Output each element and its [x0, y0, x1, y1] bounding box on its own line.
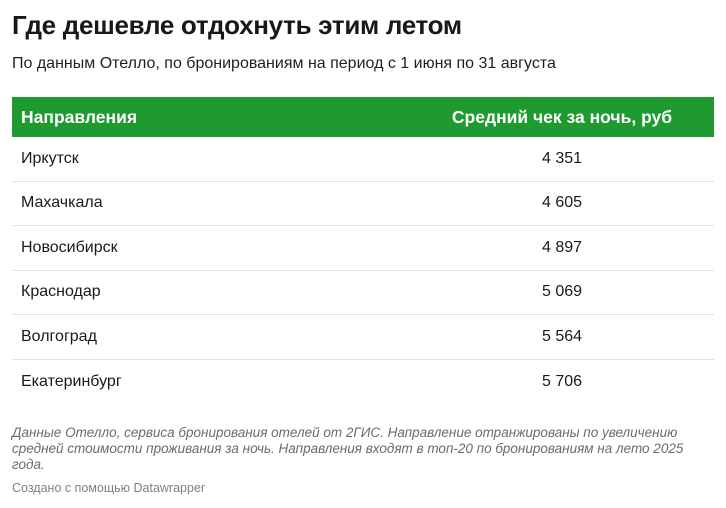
table-body: Иркутск 4 351 Махачкала 4 605 Новосибирс… [12, 137, 714, 404]
destination-name: Волгоград [21, 327, 97, 345]
destination-name: Махачкала [21, 194, 103, 212]
source-notes: Данные Отелло, сервиса бронирования отел… [12, 425, 684, 472]
chart-subtitle: По данным Отелло, по бронированиям на пе… [12, 55, 556, 72]
average-check-value: 4 605 [541, 194, 583, 212]
average-check-value: 4 897 [541, 238, 583, 256]
table-header: Направления Средний чек за ночь, руб [12, 97, 714, 137]
destination-name: Иркутск [21, 149, 79, 167]
table-row: Иркутск 4 351 [12, 137, 714, 182]
table-row: Краснодар 5 069 [12, 271, 714, 315]
destination-name: Новосибирск [21, 238, 118, 256]
table-row: Махачкала 4 605 [12, 182, 714, 226]
average-check-value: 4 351 [541, 149, 583, 167]
destination-name: Екатеринбург [21, 372, 122, 390]
destination-name: Краснодар [21, 283, 101, 301]
average-check-value: 5 564 [541, 327, 583, 345]
column-header-destinations: Направления [21, 106, 138, 127]
table-row: Новосибирск 4 897 [12, 226, 714, 271]
table-row: Екатеринбург 5 706 [12, 360, 714, 405]
data-table: Направления Средний чек за ночь, руб Ирк… [12, 97, 714, 404]
average-check-value: 5 069 [541, 283, 583, 301]
column-header-average-check: Средний чек за ночь, руб [451, 106, 673, 127]
datawrapper-credit-link[interactable]: Создано с помощью Datawrapper [12, 481, 206, 495]
table-row: Волгоград 5 564 [12, 315, 714, 360]
chart-title: Где дешевле отдохнуть этим летом [12, 10, 462, 40]
average-check-value: 5 706 [541, 372, 583, 390]
